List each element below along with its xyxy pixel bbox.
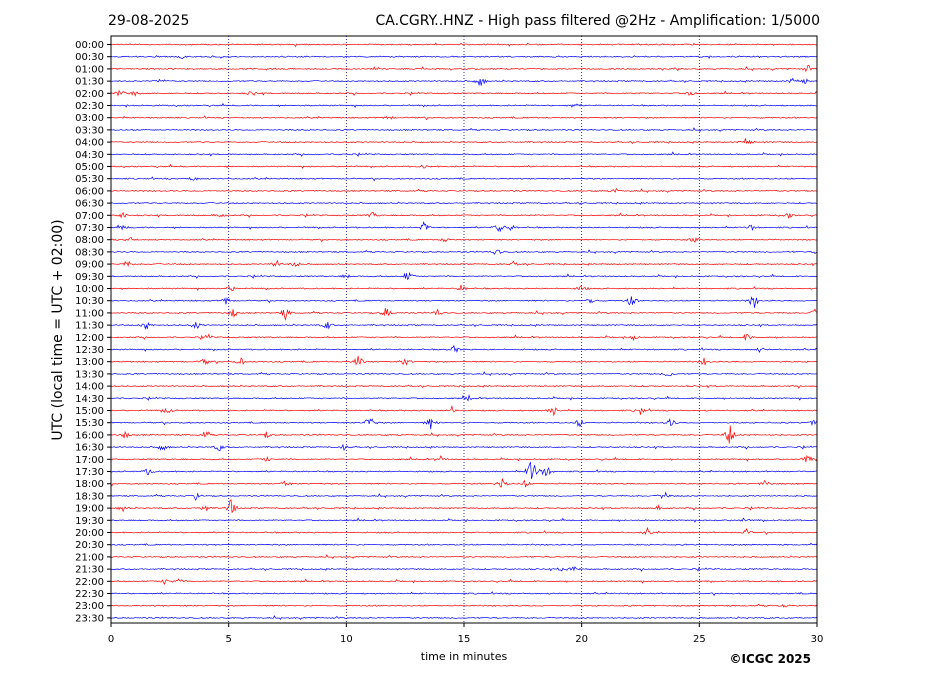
y-tick-label: 03:30 — [75, 125, 104, 136]
y-tick-label: 10:30 — [75, 296, 104, 307]
y-tick-label: 04:00 — [75, 138, 104, 149]
trace-row-16:00 — [110, 425, 818, 444]
x-tick-label: 30 — [811, 634, 824, 645]
y-tick-label: 22:00 — [75, 577, 104, 588]
y-tick-label: 15:00 — [75, 406, 104, 417]
trace-row-19:30 — [110, 517, 818, 523]
minute-gridlines — [228, 36, 700, 623]
trace-row-13:00 — [110, 355, 818, 366]
trace-row-07:00 — [110, 211, 818, 219]
y-tick-label: 00:30 — [75, 52, 104, 63]
trace-row-21:00 — [110, 554, 818, 559]
x-tick-label: 20 — [575, 634, 588, 645]
y-tick-label: 20:30 — [75, 540, 104, 551]
y-tick-label: 10:00 — [75, 284, 104, 295]
trace-row-14:00 — [110, 384, 818, 389]
x-axis-ticks: 0 5 10 15 20 25 30 — [108, 623, 824, 645]
y-tick-label: 16:00 — [75, 430, 104, 441]
trace-row-05:00 — [110, 163, 818, 169]
trace-row-21:30 — [110, 566, 818, 572]
x-tick-label: 5 — [225, 634, 231, 645]
y-tick-label: 08:00 — [75, 235, 104, 246]
y-tick-label: 01:30 — [75, 77, 104, 88]
trace-row-05:30 — [110, 176, 818, 182]
y-tick-label: 14:00 — [75, 382, 104, 393]
trace-row-06:30 — [110, 201, 818, 206]
trace-row-22:30 — [110, 591, 818, 596]
y-tick-label: 16:30 — [75, 443, 104, 454]
x-tick-label: 0 — [108, 634, 114, 645]
trace-row-04:00 — [110, 138, 818, 145]
y-tick-label: 01:00 — [75, 64, 104, 75]
y-tick-label: 18:00 — [75, 479, 104, 490]
y-tick-label: 06:30 — [75, 199, 104, 210]
y-tick-label: 14:30 — [75, 394, 104, 405]
y-tick-label: 15:30 — [75, 418, 104, 429]
trace-row-00:00 — [110, 42, 818, 48]
trace-row-18:00 — [110, 478, 818, 488]
y-tick-label: 22:30 — [75, 589, 104, 600]
y-tick-label: 13:00 — [75, 357, 104, 368]
trace-row-13:30 — [110, 371, 818, 377]
y-tick-label: 17:30 — [75, 467, 104, 478]
y-tick-label: 04:30 — [75, 150, 104, 161]
plot-frame — [110, 35, 818, 624]
y-tick-label: 19:00 — [75, 504, 104, 515]
y-tick-label: 09:00 — [75, 260, 104, 271]
y-tick-label: 21:30 — [75, 565, 104, 576]
copyright-label: ©ICGC 2025 — [729, 652, 811, 666]
y-tick-label: 06:00 — [75, 186, 104, 197]
chart-title: CA.CGRY..HNZ - High pass filtered @2Hz -… — [376, 13, 820, 29]
trace-row-06:00 — [110, 187, 818, 193]
y-tick-label: 11:30 — [75, 321, 104, 332]
y-tick-label: 05:00 — [75, 162, 104, 173]
trace-row-04:30 — [110, 151, 818, 157]
trace-row-17:30 — [110, 461, 818, 479]
y-tick-label: 02:30 — [75, 101, 104, 112]
y-tick-label: 20:00 — [75, 528, 104, 539]
trace-row-23:00 — [110, 603, 818, 608]
y-tick-label: 05:30 — [75, 174, 104, 185]
trace-row-20:30 — [110, 542, 818, 546]
x-axis-label: time in minutes — [421, 650, 508, 663]
trace-row-12:30 — [110, 344, 818, 353]
y-tick-label: 17:00 — [75, 455, 104, 466]
y-tick-label: 00:00 — [75, 40, 104, 51]
trace-row-07:30 — [110, 221, 818, 233]
y-tick-label: 23:00 — [75, 601, 104, 612]
y-tick-label: 18:30 — [75, 491, 104, 502]
x-tick-label: 15 — [458, 634, 471, 645]
y-tick-label: 23:30 — [75, 613, 104, 624]
trace-row-08:00 — [110, 236, 818, 243]
y-tick-label: 21:00 — [75, 552, 104, 563]
trace-row-15:00 — [110, 404, 818, 417]
date-label: 29-08-2025 — [108, 13, 189, 29]
x-tick-label: 10 — [340, 634, 353, 645]
y-tick-label: 19:30 — [75, 516, 104, 527]
y-tick-label: 07:00 — [75, 211, 104, 222]
x-tick-label: 25 — [693, 634, 706, 645]
y-tick-label: 11:00 — [75, 308, 104, 319]
y-tick-label: 12:00 — [75, 333, 104, 344]
y-tick-label: 12:30 — [75, 345, 104, 356]
y-tick-label: 07:30 — [75, 223, 104, 234]
y-tick-label: 02:00 — [75, 89, 104, 100]
y-tick-label: 09:30 — [75, 272, 104, 283]
y-axis-label: UTC (local time = UTC + 02:00) — [50, 219, 66, 440]
y-tick-label: 08:30 — [75, 247, 104, 258]
y-tick-label: 03:00 — [75, 113, 104, 124]
y-tick-label: 13:30 — [75, 369, 104, 380]
trace-row-14:30 — [110, 393, 818, 402]
